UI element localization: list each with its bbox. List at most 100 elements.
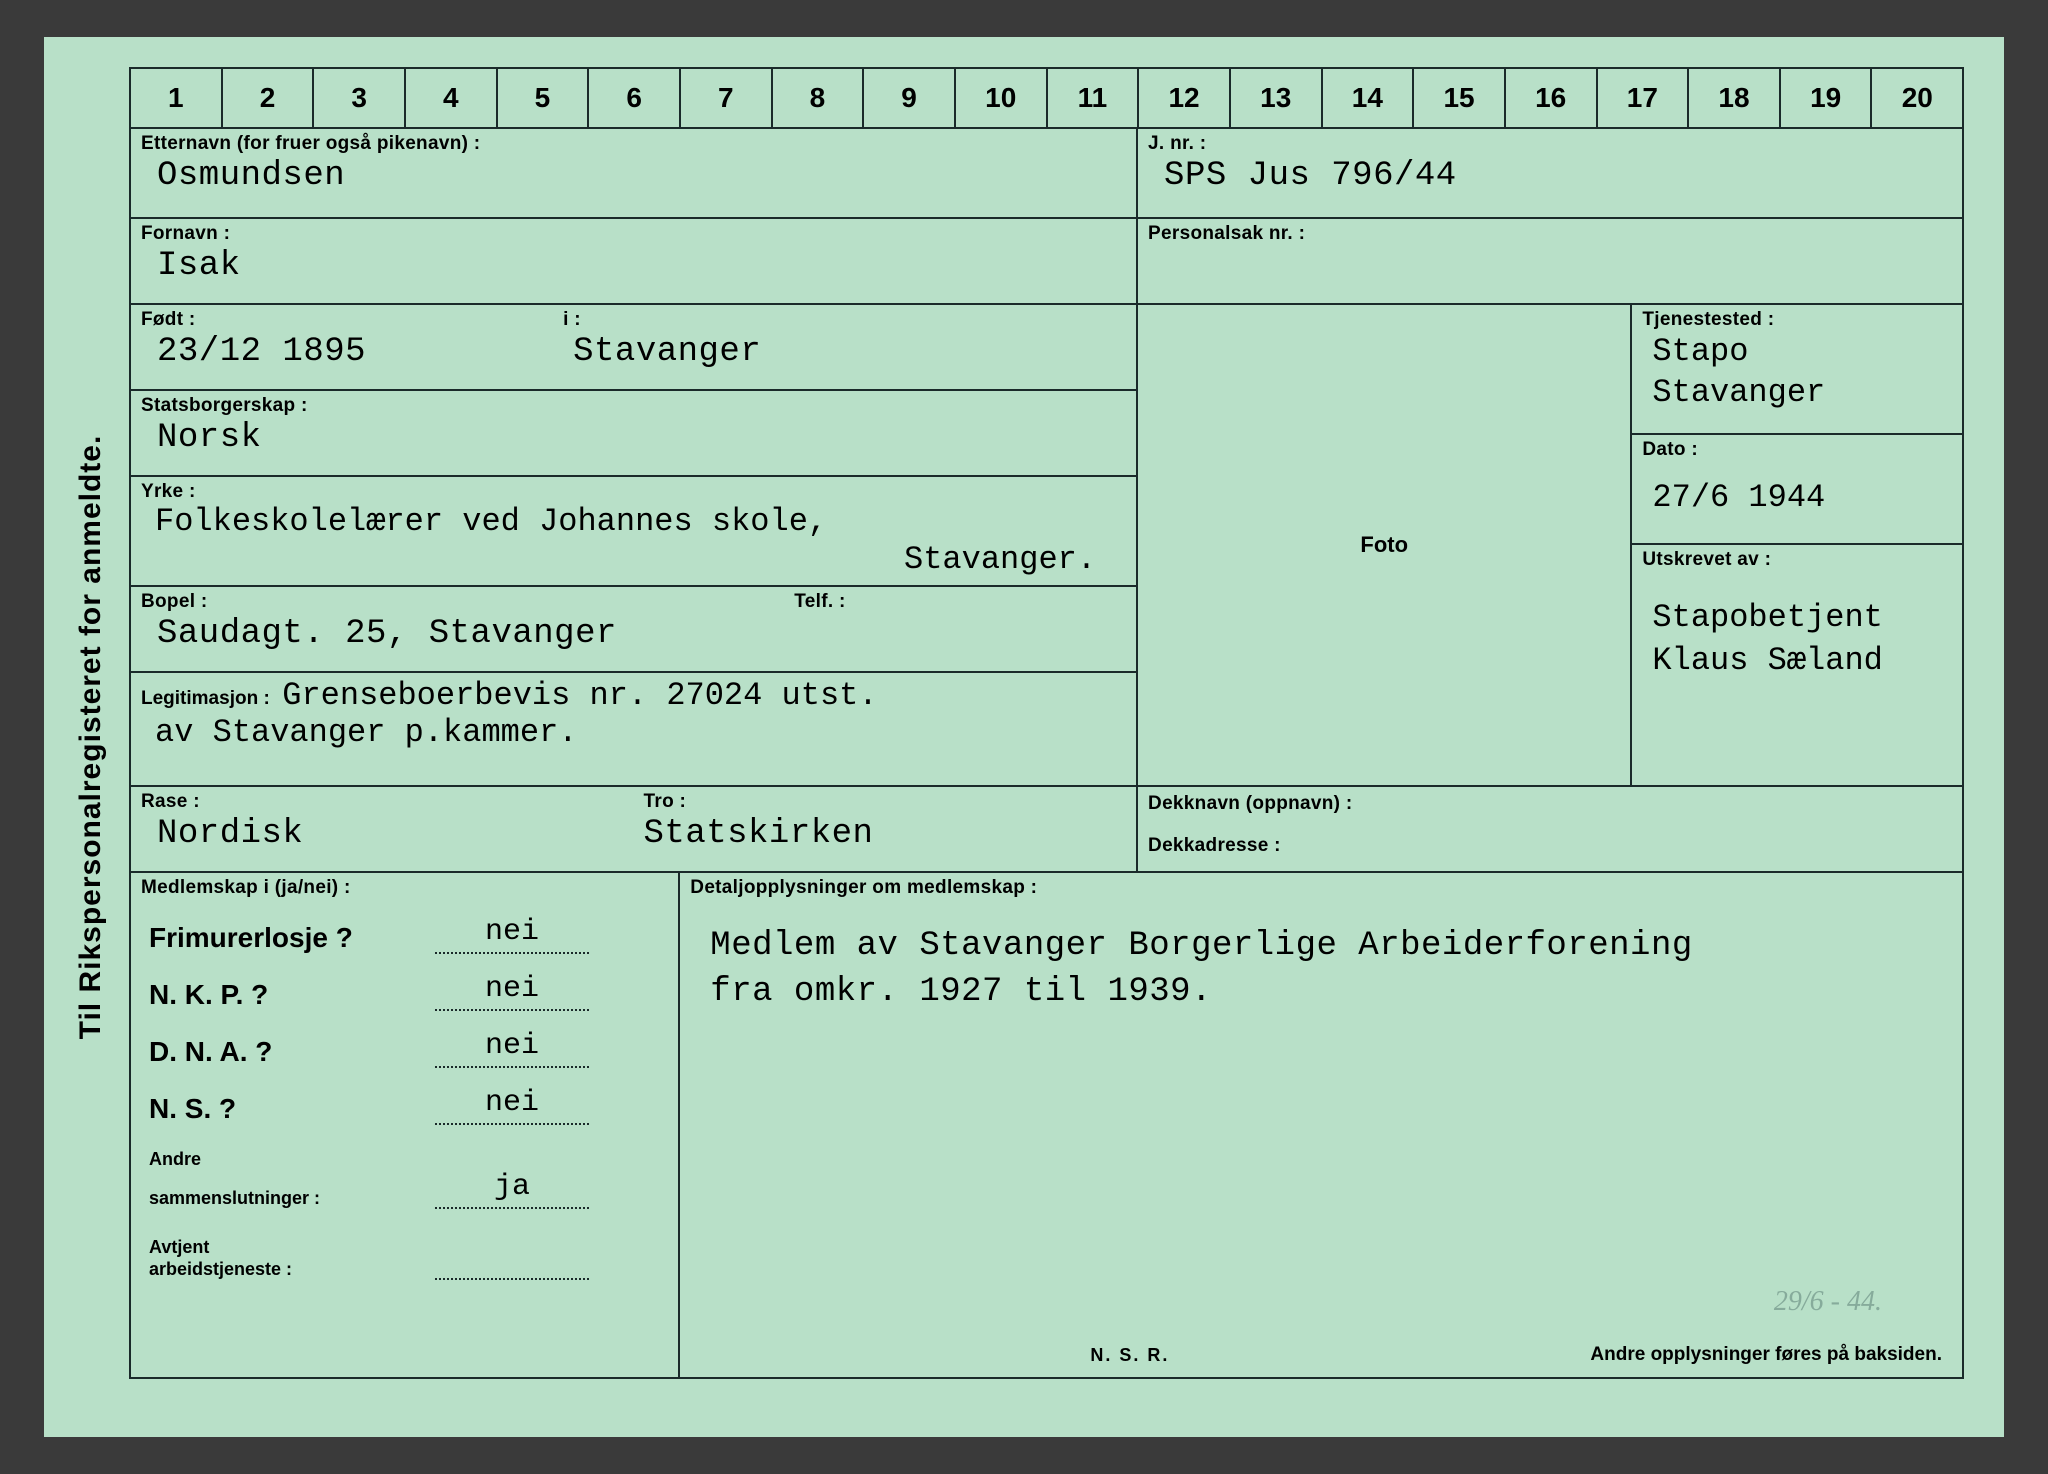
ruler-tick: 6 [589, 69, 681, 127]
value-yrke-1: Folkeskolelærer ved Johannes skole, [131, 503, 1136, 541]
ruler-tick: 11 [1048, 69, 1140, 127]
label-avtjent-2: arbeidstjeneste : [149, 1259, 435, 1280]
column-ruler: 1234567891011121314151617181920 [129, 67, 1964, 129]
value-utskrevet-2: Klaus Sæland [1632, 640, 1962, 683]
registry-card: Til Rikspersonalregisteret for anmeldte.… [44, 37, 2004, 1437]
label-andre-2: sammenslutninger : [149, 1188, 435, 1209]
label-utskrevet: Utskrevet av : [1632, 545, 1962, 571]
value-detalj-2: fra omkr. 1927 til 1939. [680, 971, 1962, 1017]
value-ns: nei [435, 1086, 588, 1125]
field-medlemskap: Medlemskap i (ja/nei) : Frimurerlosje ? … [131, 873, 680, 1378]
row-nkp: N. K. P. ? nei [131, 956, 678, 1013]
label-frimurer: Frimurerlosje ? [149, 922, 435, 954]
label-footer: Andre opplysninger føres på baksiden. [1590, 1344, 1942, 1366]
value-tro: Statskirken [634, 813, 1137, 859]
field-stats: Statsborgerskap : Norsk [131, 391, 1138, 477]
label-andre-1: Andre [131, 1127, 678, 1170]
value-bopel: Saudagt. 25, Stavanger [131, 613, 1136, 659]
value-fodt-i: Stavanger [553, 331, 1136, 377]
value-tjenested-1: Stapo [1632, 331, 1962, 374]
ruler-tick: 7 [681, 69, 773, 127]
label-detalj: Detaljopplysninger om medlemskap : [680, 873, 1962, 899]
ruler-tick: 16 [1506, 69, 1598, 127]
value-dato: 27/6 1944 [1632, 461, 1962, 520]
ruler-tick: 17 [1598, 69, 1690, 127]
ruler-tick: 8 [773, 69, 865, 127]
row-dna: D. N. A. ? nei [131, 1013, 678, 1070]
label-stats: Statsborgerskap : [131, 391, 1136, 417]
label-personalsak: Personalsak nr. : [1138, 219, 1962, 245]
ruler-tick: 19 [1781, 69, 1873, 127]
label-medlemskap: Medlemskap i (ja/nei) : [131, 873, 678, 899]
value-rase: Nordisk [131, 813, 634, 859]
ruler-tick: 15 [1414, 69, 1506, 127]
label-fodt-i: i : [553, 305, 1136, 331]
ruler-tick: 3 [314, 69, 406, 127]
label-rase: Rase : [131, 787, 634, 813]
label-dekknavn: Dekknavn (oppnavn) : [1138, 787, 1962, 815]
ruler-tick: 18 [1689, 69, 1781, 127]
field-dekk: Dekknavn (oppnavn) : Dekkadresse : [1138, 787, 1962, 873]
ruler-tick: 20 [1872, 69, 1962, 127]
label-telf: Telf. : [784, 587, 1136, 613]
label-dato: Dato : [1632, 435, 1962, 461]
label-nkp: N. K. P. ? [149, 979, 435, 1011]
field-fornavn: Fornavn : Isak [131, 219, 1138, 305]
value-legit-2: av Stavanger p.kammer. [131, 714, 1136, 752]
label-avtjent-1: Avtjent [131, 1209, 678, 1258]
field-legit: Legitimasjon : Grenseboerbevis nr. 27024… [131, 673, 1138, 787]
field-jnr: J. nr. : SPS Jus 796/44 [1138, 129, 1962, 219]
field-fodt: Født : 23/12 1895 i : Stavanger [131, 305, 1138, 391]
field-rase: Rase : Nordisk Tro : Statskirken [131, 787, 1138, 873]
label-nsr: N. S. R. [1090, 1345, 1169, 1366]
field-dato: Dato : 27/6 1944 [1632, 435, 1962, 545]
ruler-tick: 9 [864, 69, 956, 127]
label-fornavn: Fornavn : [131, 219, 1136, 245]
label-ns: N. S. ? [149, 1093, 435, 1125]
label-tro: Tro : [634, 787, 1137, 813]
value-etternavn: Osmundsen [131, 155, 1136, 201]
value-avtjent [435, 1258, 588, 1280]
ruler-tick: 10 [956, 69, 1048, 127]
value-fornavn: Isak [131, 245, 1136, 291]
label-legit: Legitimasjon : [141, 688, 270, 710]
field-personalsak: Personalsak nr. : [1138, 219, 1962, 305]
row-frimurer: Frimurerlosje ? nei [131, 899, 678, 956]
value-yrke-2: Stavanger. [131, 541, 1136, 579]
label-tjenested: Tjenestested : [1632, 305, 1962, 331]
value-utskrevet-1: Stapobetjent [1632, 571, 1962, 640]
ruler-tick: 12 [1139, 69, 1231, 127]
field-bopel: Bopel : Telf. : Saudagt. 25, Stavanger [131, 587, 1138, 673]
field-yrke: Yrke : Folkeskolelærer ved Johannes skol… [131, 477, 1138, 587]
ruler-tick: 1 [131, 69, 223, 127]
value-tjenested-2: Stavanger [1632, 374, 1962, 415]
field-etternavn: Etternavn (for fruer også pikenavn) : Os… [131, 129, 1138, 219]
ruler-tick: 5 [498, 69, 590, 127]
field-tjenested: Tjenestested : Stapo Stavanger [1632, 305, 1962, 435]
label-dekkadresse: Dekkadresse : [1138, 815, 1962, 857]
field-detalj: Detaljopplysninger om medlemskap : Medle… [680, 873, 1962, 1378]
label-fodt: Født : [131, 305, 553, 331]
label-yrke: Yrke : [131, 477, 1136, 503]
ruler-tick: 14 [1323, 69, 1415, 127]
value-fodt: 23/12 1895 [131, 331, 553, 377]
value-andre: ja [435, 1170, 588, 1209]
value-jnr: SPS Jus 796/44 [1138, 155, 1962, 201]
value-dna: nei [435, 1029, 588, 1068]
field-foto: Foto [1138, 305, 1632, 787]
field-utskrevet: Utskrevet av : Stapobetjent Klaus Sæland [1632, 545, 1962, 787]
label-jnr: J. nr. : [1138, 129, 1962, 155]
label-bopel: Bopel : [131, 587, 784, 613]
pencil-annotation: 29/6 - 44. [1774, 1286, 1882, 1318]
value-legit-1: Grenseboerbevis nr. 27024 utst. [282, 677, 877, 714]
ruler-tick: 4 [406, 69, 498, 127]
form-body: Etternavn (for fruer også pikenavn) : Os… [129, 129, 1964, 1379]
value-nkp: nei [435, 972, 588, 1011]
label-dna: D. N. A. ? [149, 1036, 435, 1068]
label-etternavn: Etternavn (for fruer også pikenavn) : [131, 129, 1136, 155]
value-detalj-1: Medlem av Stavanger Borgerlige Arbeiderf… [680, 899, 1962, 971]
value-stats: Norsk [131, 417, 1136, 463]
side-title: Til Rikspersonalregisteret for anmeldte. [74, 435, 108, 1040]
row-ns: N. S. ? nei [131, 1070, 678, 1127]
ruler-tick: 13 [1231, 69, 1323, 127]
